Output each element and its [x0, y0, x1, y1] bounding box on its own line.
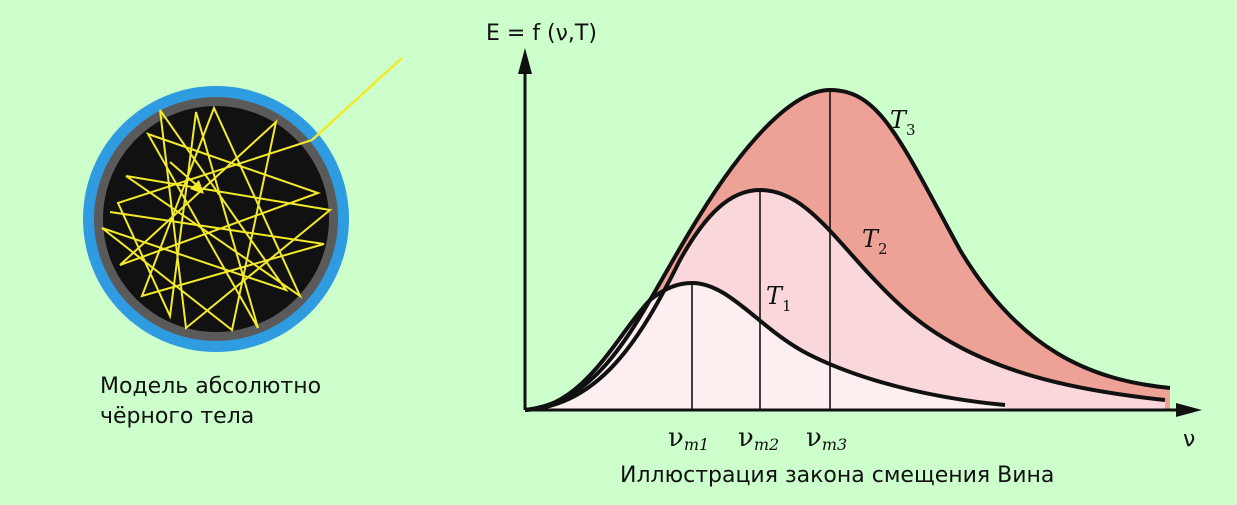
curve-label-t3: T3: [890, 106, 916, 139]
x-axis-label: ν: [1183, 427, 1195, 452]
peak-tick-m3: νm3: [806, 423, 847, 454]
curve-label-t2: T2: [862, 225, 888, 258]
curve-label-t1-sub: 1: [782, 297, 792, 315]
peak-tick-m1: νm1: [668, 423, 709, 454]
incoming-light-ray: [311, 57, 403, 141]
peak-tick-m2-main: ν: [738, 423, 754, 453]
x-axis-arrow-icon: [1176, 403, 1202, 417]
curve-area-t1: [525, 283, 1005, 410]
blackbody-cavity: [103, 106, 329, 332]
curve-label-t2-sub: 2: [878, 240, 888, 258]
curve-label-t1: T1: [766, 282, 792, 315]
curve-label-t3-sub: 3: [906, 121, 916, 139]
curve-label-t2-main: T: [862, 225, 880, 253]
wien-graph: E = f (ν,T) ν T1 T2 T3 νm1 νm2 νm3: [486, 21, 1202, 454]
y-axis-label: E = f (ν,T): [486, 21, 597, 46]
peak-tick-m1-main: ν: [668, 423, 684, 453]
peak-tick-m2-sub: m2: [754, 435, 779, 454]
peak-tick-m2: νm2: [738, 423, 779, 454]
peak-tick-m3-main: ν: [806, 423, 822, 453]
curve-t2: [524, 187, 1166, 412]
peak-tick-m1-sub: m1: [684, 435, 709, 454]
ray-direction-line: [169, 161, 201, 189]
blackbody-caption-line-2: чёрного тела: [100, 404, 255, 429]
ray-arrow-icon: [190, 180, 204, 194]
curve-label-t3-main: T: [890, 106, 908, 134]
blackbody-model: [83, 57, 403, 352]
y-axis-arrow-icon: [518, 48, 532, 74]
curve-label-t1-main: T: [766, 282, 784, 310]
blackbody-caption-line-1: Модель абсолютно: [100, 374, 322, 399]
reflected-rays: [101, 105, 333, 332]
graph-caption: Иллюстрация закона смещения Вина: [620, 463, 1055, 488]
blackbody-caption: Модель абсолютно чёрного тела: [100, 372, 380, 432]
peak-tick-m3-sub: m3: [822, 435, 847, 454]
curve-t3: [524, 87, 1171, 412]
curve-t1: [524, 280, 1006, 412]
